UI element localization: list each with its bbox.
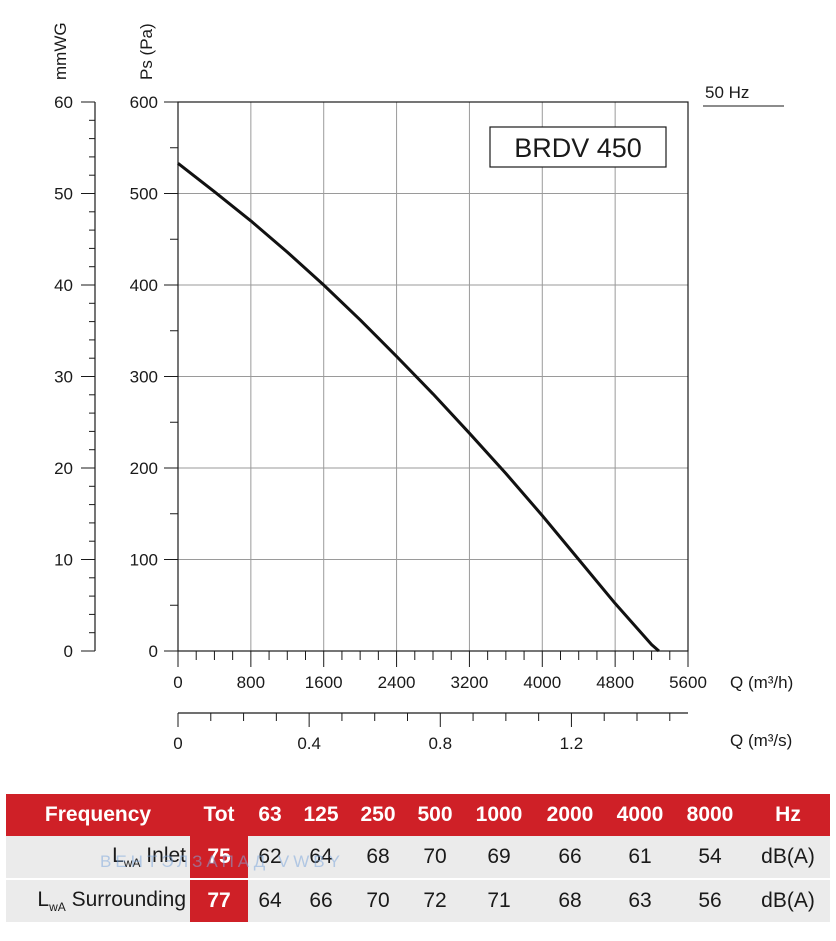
m3s-tick-label: 0 <box>173 734 182 753</box>
row-label-rest: Surrounding <box>65 887 186 911</box>
cell-inlet-2000: 66 <box>558 845 582 868</box>
header-2000: 2000 <box>546 803 594 826</box>
header-8000: 8000 <box>686 803 734 826</box>
mmwg-tick-label: 20 <box>54 459 73 478</box>
cell-surrounding-4000: 63 <box>628 889 652 912</box>
mmwg-tick-label: 60 <box>54 93 73 112</box>
cell-inlet-unit: dB(A) <box>761 845 815 868</box>
cell-inlet-4000: 61 <box>628 845 652 868</box>
fan-performance-chart: 0 800 1600 2400 3200 4000 4800 5600010020030040… <box>51 22 793 753</box>
x-axis-title-m3h: Q (m³/h) <box>730 673 793 692</box>
mmwg-tick-label: 40 <box>54 276 73 295</box>
row-label-sub: wA <box>49 900 66 915</box>
table-row-inlet: LwA Inlet 75 62 64 68 70 69 66 61 54 dB(… <box>6 836 830 879</box>
cell-inlet-tot: 75 <box>190 836 248 879</box>
mmwg-tick-label: 10 <box>54 551 73 570</box>
cell-inlet-63: 62 <box>258 845 282 868</box>
x-tick-label: 3200 <box>451 673 489 692</box>
x-tick-label: 2400 <box>378 673 416 692</box>
cell-inlet-8000: 54 <box>698 845 722 868</box>
performance-curve <box>177 162 660 653</box>
header-frequency: Frequency <box>44 803 152 826</box>
header-4000: 4000 <box>616 803 664 826</box>
header-63: 63 <box>258 803 282 826</box>
row-label-main: L <box>37 887 50 911</box>
header-500: 500 <box>417 803 453 826</box>
y-axis-title-mmwg: mmWG <box>51 22 70 80</box>
y-tick-label: 300 <box>130 368 158 387</box>
sound-power-table: Frequency Tot 63 125 250 500 1000 2000 4… <box>6 794 830 922</box>
mmwg-tick-label: 0 <box>64 642 73 661</box>
y-axis-title-pa: Ps (Pa) <box>137 23 156 80</box>
header-1000: 1000 <box>475 803 523 826</box>
chart-axes <box>81 101 689 727</box>
header-250: 250 <box>360 803 396 826</box>
x-tick-label: 4000 <box>523 673 561 692</box>
cell-surrounding-250: 70 <box>366 889 390 912</box>
row-label-inlet: LwA Inlet <box>6 836 190 879</box>
table-row-surrounding: LwA Surrounding 77 64 66 70 72 71 68 63 … <box>6 879 830 922</box>
cell-inlet-125: 64 <box>309 845 333 868</box>
y-tick-label: 100 <box>130 551 158 570</box>
header-hz: Hz <box>775 803 801 826</box>
cell-surrounding-2000: 68 <box>558 889 582 912</box>
cell-inlet-1000: 69 <box>487 845 511 868</box>
cell-surrounding-125: 66 <box>309 889 333 912</box>
cell-surrounding-63: 64 <box>258 889 282 912</box>
m3s-tick-label: 0.4 <box>297 734 321 753</box>
m3s-tick-label: 1.2 <box>560 734 584 753</box>
model-label-box <box>489 126 667 168</box>
frequency-label: 50 Hz <box>705 83 749 102</box>
cell-surrounding-500: 72 <box>423 889 447 912</box>
chart-tick-labels: 0 800 1600 2400 3200 4000 4800 5600010020030040… <box>54 93 707 753</box>
cell-surrounding-unit: dB(A) <box>761 889 815 912</box>
table-header-row: Frequency Tot 63 125 250 500 1000 2000 4… <box>6 794 830 836</box>
chart-series <box>177 162 660 653</box>
mmwg-tick-label: 30 <box>54 368 73 387</box>
header-tot: Tot <box>203 803 235 826</box>
y-tick-label: 600 <box>130 93 158 112</box>
cell-surrounding-8000: 56 <box>698 889 722 912</box>
x-axis-title-m3s: Q (m³/s) <box>730 731 792 750</box>
row-label-surrounding: LwA Surrounding <box>6 879 190 922</box>
row-label-sub: wA <box>123 856 141 871</box>
x-tick-label: 0 <box>173 673 182 692</box>
x-tick-label: 4800 <box>596 673 634 692</box>
x-tick-label: 800 <box>237 673 265 692</box>
m3s-tick-label: 0.8 <box>428 734 452 753</box>
model-label: BRDV 450 <box>514 133 642 163</box>
cell-inlet-250: 68 <box>366 845 390 868</box>
x-tick-label: 5600 <box>669 673 707 692</box>
header-125: 125 <box>303 803 339 826</box>
row-label-rest: Inlet <box>140 843 186 867</box>
row-label-main: L <box>112 843 124 867</box>
y-tick-label: 400 <box>130 276 158 295</box>
y-tick-label: 200 <box>130 459 158 478</box>
chart-grid <box>178 102 688 651</box>
x-tick-label: 1600 <box>305 673 343 692</box>
y-tick-label: 0 <box>149 642 158 661</box>
cell-inlet-500: 70 <box>423 845 447 868</box>
mmwg-tick-label: 50 <box>54 185 73 204</box>
cell-surrounding-1000: 71 <box>487 889 511 912</box>
cell-surrounding-tot: 77 <box>190 879 248 922</box>
y-tick-label: 500 <box>130 185 158 204</box>
